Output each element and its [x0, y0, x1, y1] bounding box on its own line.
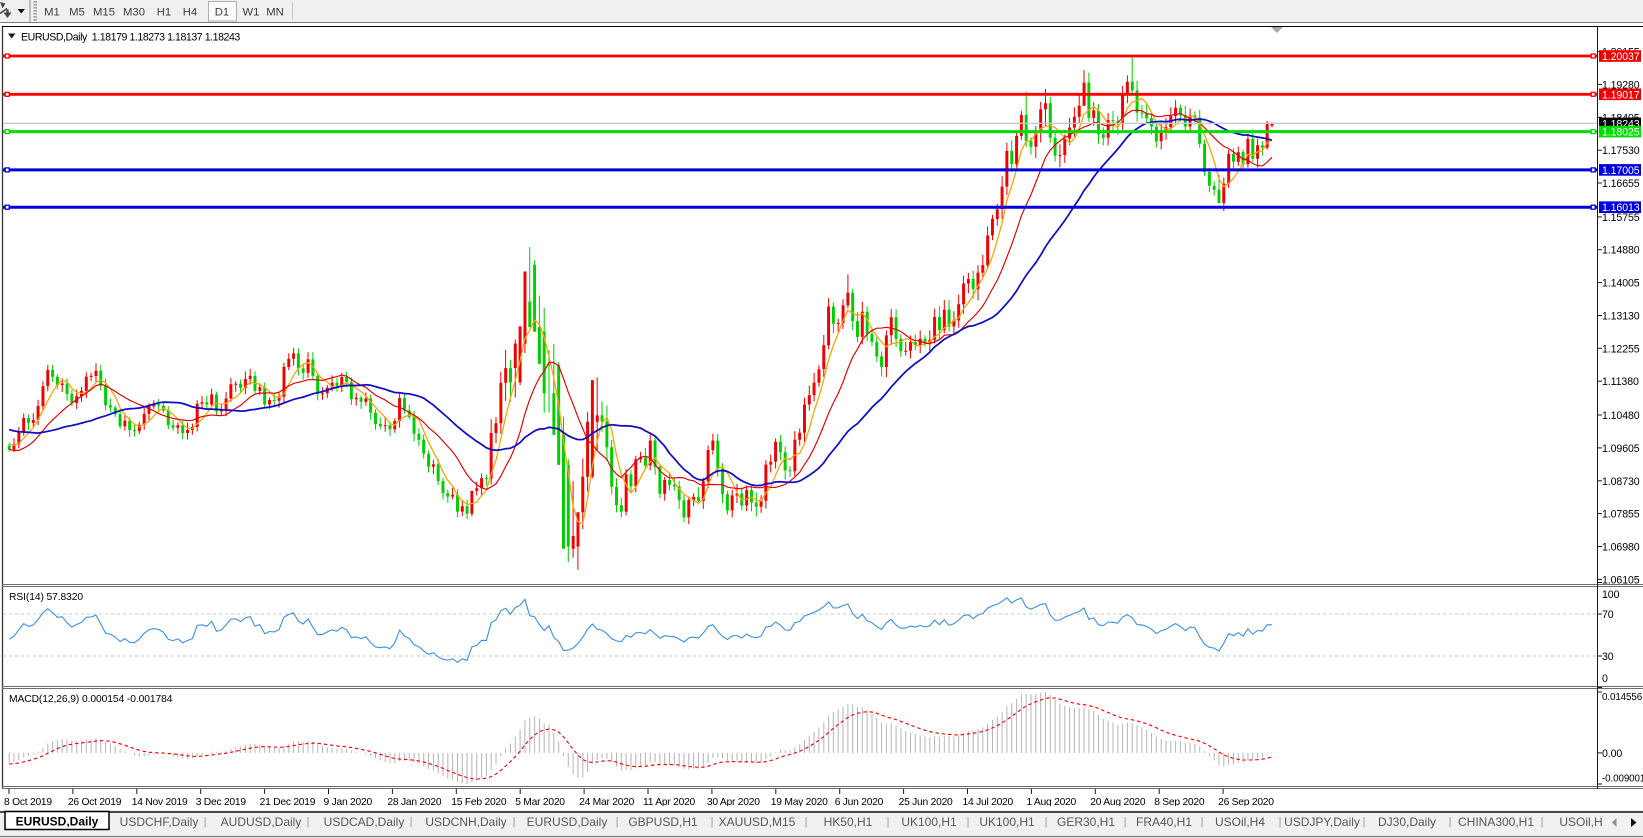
svg-text:|: |	[1201, 816, 1204, 828]
svg-text:70: 70	[1602, 609, 1614, 621]
svg-text:|: |	[711, 816, 714, 828]
svg-text:1.11380: 1.11380	[1602, 376, 1639, 388]
svg-text:26 Oct 2019: 26 Oct 2019	[68, 797, 122, 808]
svg-text:1.19280: 1.19280	[1602, 79, 1640, 91]
svg-text:1.07855: 1.07855	[1602, 509, 1640, 521]
svg-text:|: |	[1045, 816, 1048, 828]
svg-text:21 Dec 2019: 21 Dec 2019	[260, 797, 316, 808]
svg-text:EURUSD,Daily: EURUSD,Daily	[527, 815, 608, 829]
svg-text:1.10480: 1.10480	[1602, 410, 1640, 422]
svg-text:1.15755: 1.15755	[1602, 212, 1640, 224]
svg-text:20 Aug 2020: 20 Aug 2020	[1090, 797, 1146, 808]
svg-text:|: |	[887, 816, 890, 828]
svg-text:CHINA300,H1: CHINA300,H1	[1458, 815, 1534, 829]
svg-text:D1: D1	[215, 7, 229, 19]
svg-text:1.13130: 1.13130	[1602, 311, 1640, 323]
svg-text:M1: M1	[44, 7, 60, 19]
svg-text:6 Jun 2020: 6 Jun 2020	[835, 797, 884, 808]
svg-text:9 Jan 2020: 9 Jan 2020	[324, 797, 373, 808]
svg-text:|: |	[1279, 816, 1282, 828]
svg-text:28 Jan 2020: 28 Jan 2020	[387, 797, 441, 808]
svg-text:14 Jul 2020: 14 Jul 2020	[963, 797, 1014, 808]
svg-text:100: 100	[1602, 589, 1620, 601]
svg-text:EURUSD,Daily 1.18179 1.18273: EURUSD,Daily 1.18179 1.18273 1.18137 1.1…	[21, 32, 240, 44]
svg-text:19 May 2020: 19 May 2020	[771, 797, 828, 808]
svg-text:8 Oct 2019: 8 Oct 2019	[4, 797, 52, 808]
svg-text:1.08730: 1.08730	[1602, 476, 1640, 488]
svg-text:USDCNH,Daily: USDCNH,Daily	[425, 815, 506, 829]
svg-text:|: |	[967, 816, 970, 828]
svg-text:USOil,H4: USOil,H4	[1215, 815, 1265, 829]
svg-text:-0.009001: -0.009001	[1602, 774, 1643, 785]
svg-text:EURUSD,Daily: EURUSD,Daily	[16, 815, 99, 829]
svg-text:25 Jun 2020: 25 Jun 2020	[899, 797, 953, 808]
svg-text:|: |	[1541, 816, 1544, 828]
svg-text:1.17005: 1.17005	[1602, 165, 1640, 177]
svg-text:USDCHF,Daily: USDCHF,Daily	[120, 815, 199, 829]
svg-text:|: |	[1363, 816, 1366, 828]
svg-text:GBPUSD,H1: GBPUSD,H1	[628, 815, 698, 829]
svg-text:DJ30,Daily: DJ30,Daily	[1378, 815, 1436, 829]
svg-text:GER30,H1: GER30,H1	[1057, 815, 1115, 829]
svg-text:|: |	[307, 816, 310, 828]
svg-text:AUDUSD,Daily: AUDUSD,Daily	[221, 815, 302, 829]
svg-text:XAUUSD,M15: XAUUSD,M15	[719, 815, 796, 829]
svg-text:UK100,H1: UK100,H1	[979, 815, 1035, 829]
svg-text:MN: MN	[266, 7, 284, 19]
svg-text:M5: M5	[69, 7, 85, 19]
svg-text:1.14005: 1.14005	[1602, 278, 1640, 290]
svg-text:14 Nov 2019: 14 Nov 2019	[132, 797, 188, 808]
svg-text:15 Feb 2020: 15 Feb 2020	[451, 797, 507, 808]
svg-text:M15: M15	[93, 7, 115, 19]
svg-text:3 Dec 2019: 3 Dec 2019	[196, 797, 247, 808]
svg-text:0: 0	[1602, 673, 1608, 685]
svg-text:USDCAD,Daily: USDCAD,Daily	[324, 815, 405, 829]
svg-text:1.18243: 1.18243	[1602, 118, 1640, 130]
svg-text:1.16655: 1.16655	[1602, 178, 1640, 190]
svg-text:|: |	[204, 816, 207, 828]
svg-text:MACD(12,26,9) 0.000154 -0.0017: MACD(12,26,9) 0.000154 -0.001784	[9, 694, 173, 705]
svg-text:|: |	[410, 816, 413, 828]
svg-text:|: |	[805, 816, 808, 828]
svg-text:8 Sep 2020: 8 Sep 2020	[1154, 797, 1205, 808]
svg-text:M30: M30	[123, 7, 145, 19]
svg-text:1.19017: 1.19017	[1602, 89, 1640, 101]
svg-text:H4: H4	[183, 7, 197, 19]
svg-text:HK50,H1: HK50,H1	[824, 815, 873, 829]
svg-text:|: |	[1124, 816, 1127, 828]
svg-text:RSI(14) 57.8320: RSI(14) 57.8320	[9, 592, 83, 603]
svg-text:H1: H1	[157, 7, 171, 19]
svg-text:|: |	[616, 816, 619, 828]
svg-text:W1: W1	[243, 7, 260, 19]
svg-text:1.18025: 1.18025	[1602, 127, 1640, 139]
svg-text:11 Apr 2020: 11 Apr 2020	[643, 797, 696, 808]
svg-text:1.06980: 1.06980	[1602, 542, 1640, 554]
svg-text:0.014556: 0.014556	[1602, 692, 1643, 703]
svg-text:UK100,H1: UK100,H1	[901, 815, 957, 829]
svg-text:1.14880: 1.14880	[1602, 245, 1640, 257]
svg-text:26 Sep 2020: 26 Sep 2020	[1218, 797, 1274, 808]
svg-text:5 Mar 2020: 5 Mar 2020	[515, 797, 565, 808]
svg-text:USOil,H: USOil,H	[1559, 815, 1602, 829]
svg-text:FRA40,H1: FRA40,H1	[1136, 815, 1192, 829]
svg-text:30: 30	[1602, 651, 1614, 663]
svg-text:1.09605: 1.09605	[1602, 443, 1640, 455]
svg-text:|: |	[1449, 816, 1452, 828]
svg-text:24 Mar 2020: 24 Mar 2020	[579, 797, 635, 808]
svg-text:USDJPY,Daily: USDJPY,Daily	[1284, 815, 1360, 829]
svg-text:1.17530: 1.17530	[1602, 145, 1640, 157]
svg-text:0.00: 0.00	[1602, 748, 1622, 760]
svg-text:1.16013: 1.16013	[1602, 202, 1640, 214]
svg-text:|: |	[513, 816, 516, 828]
svg-text:1.20037: 1.20037	[1602, 51, 1640, 63]
svg-text:1.12255: 1.12255	[1602, 343, 1640, 355]
svg-text:1 Aug 2020: 1 Aug 2020	[1026, 797, 1076, 808]
svg-text:30 Apr 2020: 30 Apr 2020	[707, 797, 760, 808]
svg-text:1.06105: 1.06105	[1602, 574, 1640, 586]
